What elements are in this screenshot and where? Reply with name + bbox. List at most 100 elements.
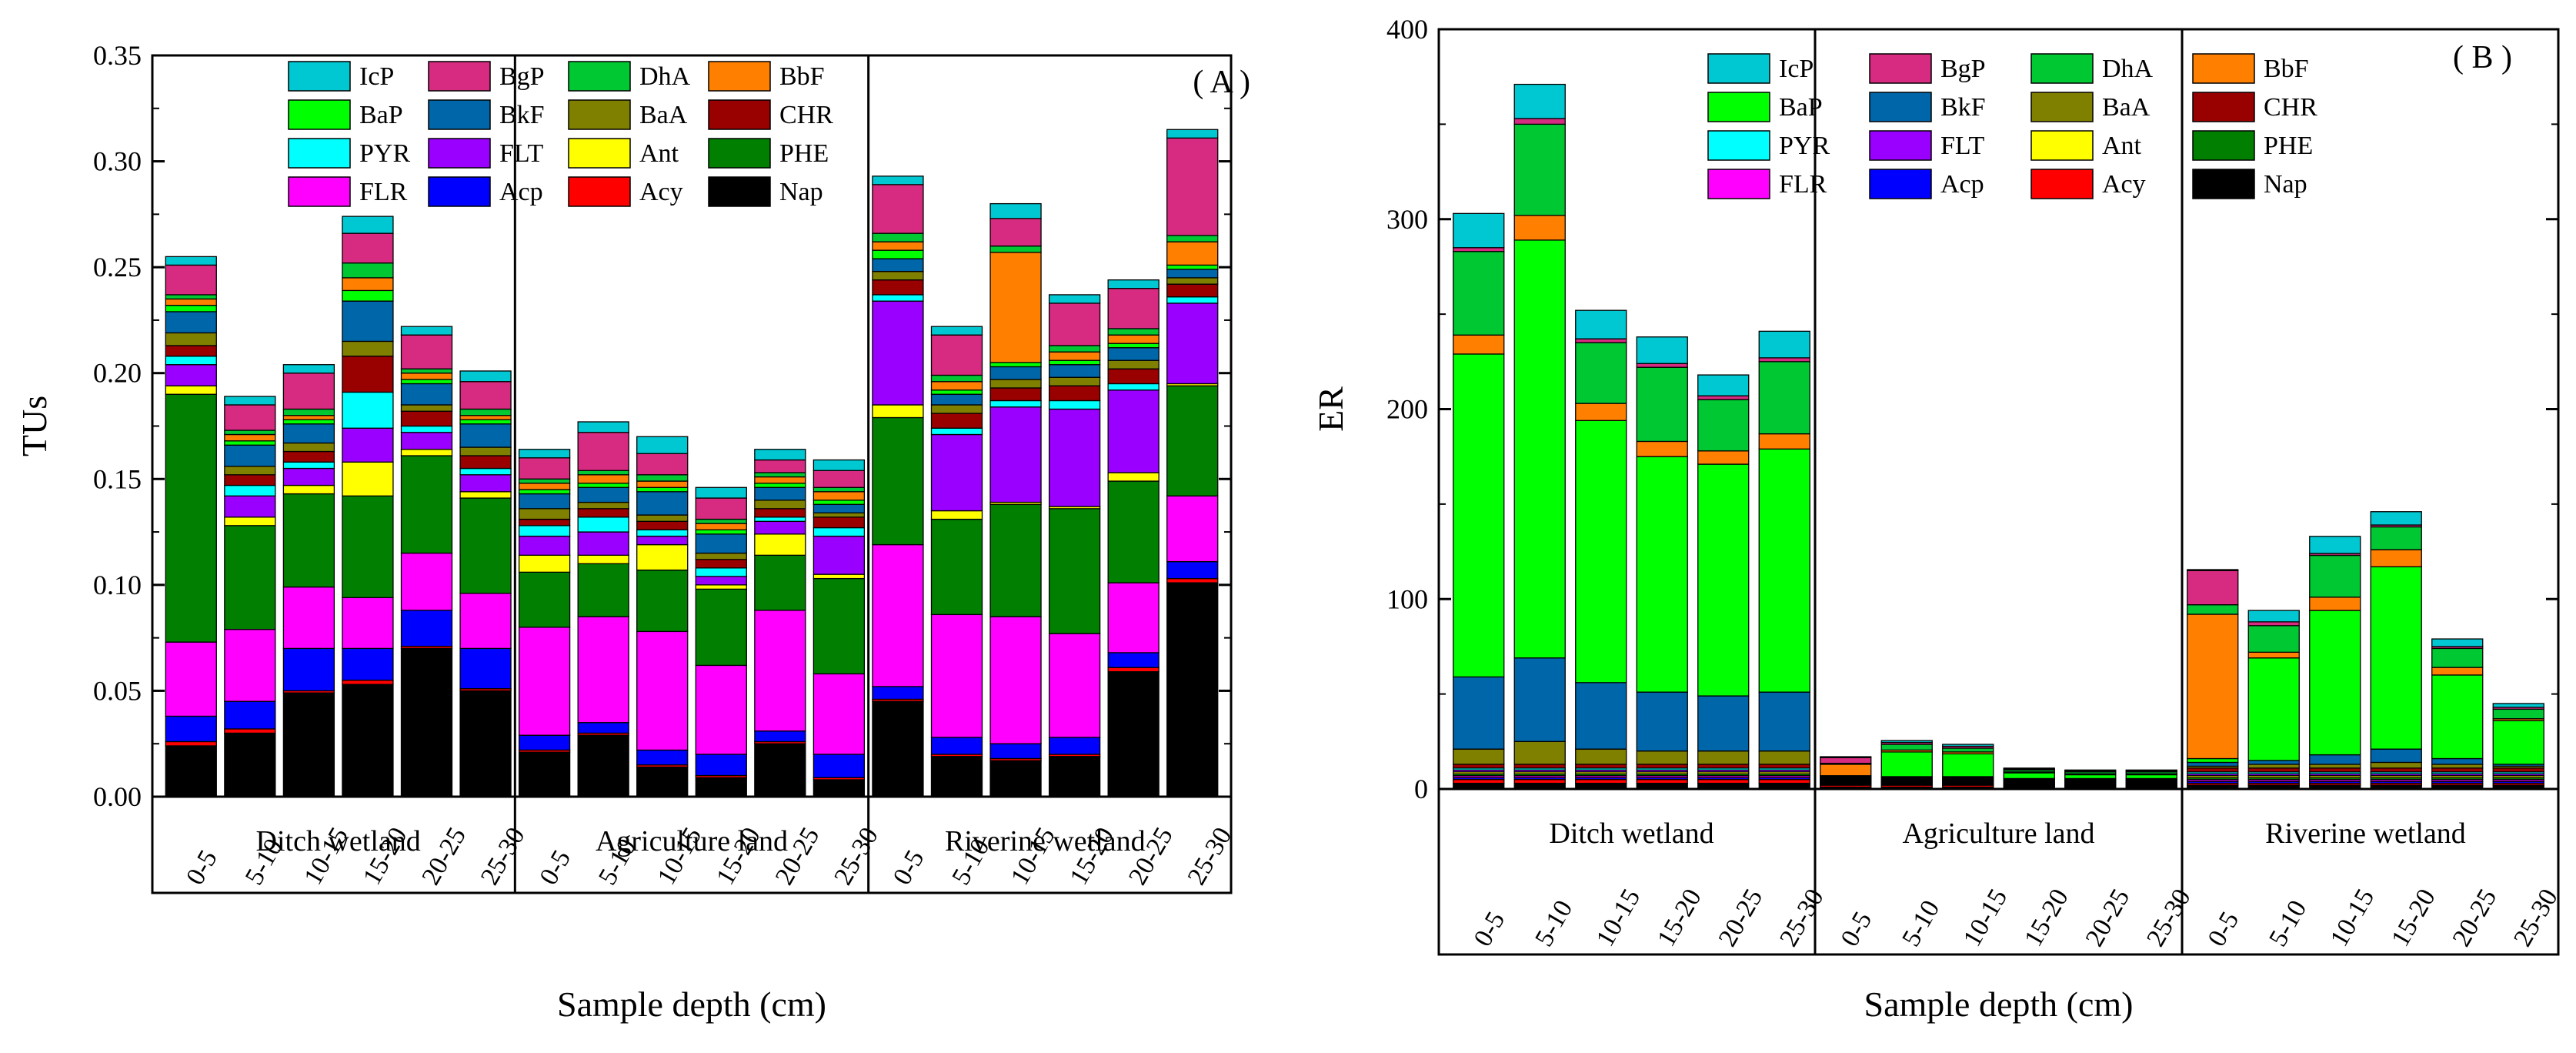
bar-segment-nap: [224, 732, 276, 797]
bar-segment-icp: [754, 449, 806, 461]
bar-segment-bap: [518, 489, 571, 495]
bar-segment-nap: [1697, 782, 1750, 790]
bar-segment-bbf: [989, 252, 1042, 363]
bar-segment-bkf: [1107, 347, 1160, 361]
legend-swatch-icp: [1707, 53, 1770, 84]
bar-segment-dha: [2370, 526, 2422, 550]
bar-segment-chr: [1107, 368, 1160, 385]
bar-segment-pyr: [282, 461, 335, 470]
bar-segment-baa: [400, 404, 453, 412]
bar-segment-bap: [1636, 456, 1688, 693]
bar-segment-pyr: [1048, 399, 1101, 410]
bar-segment-flt: [695, 576, 747, 586]
legend-label-phe: PHE: [2264, 132, 2313, 160]
bar-segment-dha: [224, 430, 276, 436]
bar-segment-baa: [1166, 277, 1219, 285]
panel-label: ( A ): [1193, 65, 1250, 100]
bar-segment-phe: [695, 588, 747, 667]
bar-segment-icp: [2064, 769, 2117, 772]
x-tick-label: 15-20: [2386, 884, 2441, 951]
bar-segment-bap: [1942, 753, 1994, 777]
y-tick-label: 0.05: [93, 675, 142, 706]
bar-segment-acy: [1166, 577, 1219, 583]
bar-segment-chr: [2309, 767, 2361, 773]
bar-segment-flt: [989, 406, 1042, 503]
bar-segment-pyr: [813, 526, 866, 537]
bar-segment-flt: [1166, 303, 1219, 385]
legend-swatch-ant: [2030, 130, 2094, 161]
bar-segment-dha: [2431, 647, 2484, 668]
bar-segment-flr: [342, 597, 394, 650]
bar-segment-chr: [282, 450, 335, 463]
bar-segment-bkf: [1048, 364, 1101, 378]
x-tick-label: 0-5: [2203, 907, 2245, 951]
bar-segment-icp: [2309, 536, 2361, 554]
legend-label-bap: BaP: [1779, 93, 1823, 122]
bar-segment-acy: [224, 728, 276, 734]
bar-segment-bgp: [224, 404, 276, 431]
bar-segment-baa: [1758, 750, 1810, 765]
x-tick-label: 15-20: [1652, 884, 1707, 951]
bar-segment-bgp: [400, 334, 453, 369]
group-label: Riverine wetland: [945, 825, 1146, 857]
x-tick-label: 25-30: [2141, 884, 2197, 951]
bar-segment-pyr: [400, 425, 453, 433]
bar-segment-bgp: [1575, 338, 1627, 343]
bar-segment-pyr: [695, 567, 747, 577]
legend-swatch-bbf: [708, 61, 771, 92]
bar-segment-phe: [342, 495, 394, 599]
legend-swatch-flt: [1869, 130, 1932, 161]
bar-segment-ant: [636, 543, 689, 571]
legend-label-bkf: BkF: [499, 101, 545, 129]
bar-segment-bkf: [1575, 682, 1627, 750]
legend-swatch-bbf: [2192, 53, 2255, 84]
legend-label-acp: Acp: [1940, 170, 1984, 199]
bar-segment-nap: [2187, 784, 2239, 790]
bar-segment-bbf: [2309, 597, 2361, 611]
bar-segment-pyr: [518, 525, 571, 537]
bar-segment-flr: [224, 628, 276, 702]
bar-segment-nap: [636, 766, 689, 797]
bar-segment-acy: [1513, 779, 1566, 784]
bar-segment-bbf: [518, 483, 571, 490]
bar-segment-ant: [165, 385, 217, 395]
x-tick-label: 15-20: [2019, 884, 2074, 951]
bar-segment-flr: [577, 616, 629, 724]
bar-segment-chr: [1575, 764, 1627, 769]
bar-segment-bbf: [282, 415, 335, 420]
bar-segment-bbf: [1048, 351, 1101, 361]
legend-swatch-nap: [708, 176, 771, 207]
bar-segment-dha: [2492, 708, 2544, 720]
bar-segment-nap: [459, 690, 512, 797]
bar-segment-nap: [930, 756, 983, 797]
bar-segment-icp: [1942, 744, 1994, 747]
bar-segment-baa: [1575, 748, 1627, 765]
bar-segment-bap: [754, 483, 806, 488]
bar-segment-bap: [2064, 774, 2117, 780]
bar-segment-bkf: [754, 486, 806, 501]
bar-segment-nap: [2247, 784, 2300, 790]
bar-segment-flr: [989, 616, 1042, 744]
bar-segment-baa: [1513, 740, 1566, 765]
bar-segment-bgp: [813, 470, 866, 488]
bar-segment-acp: [459, 647, 512, 690]
bar-segment-acy: [165, 740, 217, 747]
bar-segment-nap: [872, 700, 924, 797]
x-tick-label: 0-5: [888, 845, 930, 890]
bar-segment-ant: [459, 491, 512, 499]
bar-segment-chr: [1513, 764, 1566, 769]
bar-segment-phe: [1107, 480, 1160, 583]
bar-segment-nap: [1636, 782, 1688, 790]
bar-segment-icp: [165, 256, 217, 266]
y-tick-label: 0: [1414, 774, 1428, 804]
bar-segment-bgp: [1048, 303, 1101, 346]
bar-segment-bap: [282, 419, 335, 425]
bar-segment-ant: [813, 573, 866, 580]
bar-segment-baa: [2247, 764, 2300, 769]
legend-swatch-bkf: [1869, 92, 1932, 122]
panel-label: ( B ): [2453, 40, 2512, 75]
bar-segment-flr: [400, 552, 453, 611]
bar-segment-bap: [2125, 774, 2177, 780]
bar-segment-bap: [1697, 463, 1750, 697]
legend-label-icp: IcP: [1779, 55, 1814, 83]
